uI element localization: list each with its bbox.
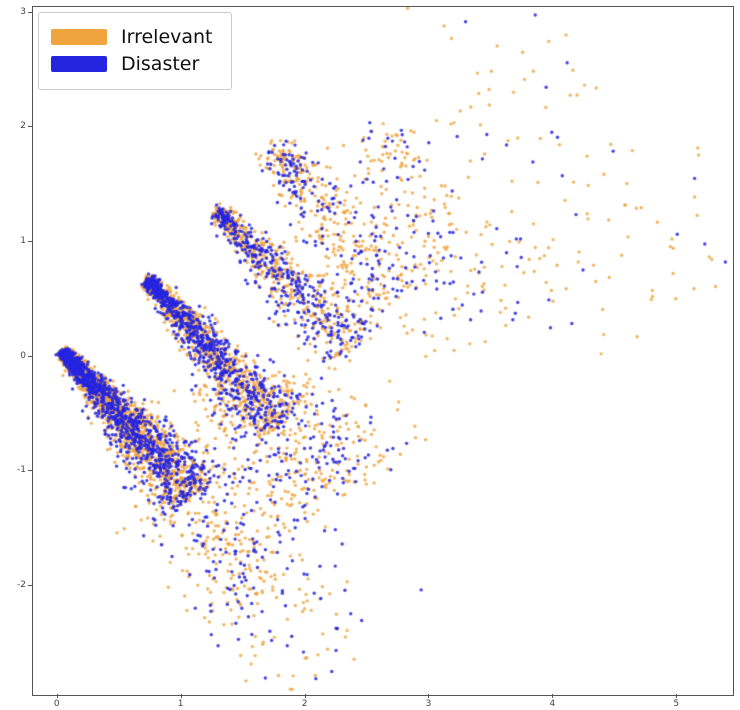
x-tick-label: 5	[673, 699, 680, 709]
y-tick-mark	[28, 355, 32, 357]
y-tick-mark	[28, 11, 32, 13]
legend: Irrelevant Disaster	[38, 12, 232, 90]
legend-swatch-disaster	[51, 56, 107, 73]
legend-item-irrelevant: Irrelevant	[51, 26, 213, 49]
x-tick-label: 1	[177, 699, 184, 709]
x-tick-label: 2	[301, 699, 308, 709]
x-tick-label: 0	[53, 699, 60, 709]
y-tick-label: 3	[20, 6, 26, 17]
legend-label-disaster: Disaster	[121, 52, 200, 75]
x-tick-mark	[304, 694, 306, 698]
y-tick-mark	[28, 126, 32, 128]
x-tick-label: 3	[425, 699, 432, 709]
legend-swatch-irrelevant	[51, 29, 107, 46]
x-tick-mark	[428, 694, 430, 698]
y-tick-mark	[28, 241, 32, 243]
x-tick-mark	[180, 694, 182, 698]
legend-label-irrelevant: Irrelevant	[121, 26, 213, 48]
scatter-canvas	[33, 7, 733, 695]
y-tick-mark	[28, 585, 32, 587]
legend-item-disaster: Disaster	[51, 53, 213, 76]
y-tick-label: -2	[17, 580, 26, 591]
y-tick-label: 2	[20, 121, 26, 132]
x-tick-mark	[552, 694, 554, 698]
y-tick-label: 1	[20, 236, 26, 247]
plot-area: Irrelevant Disaster	[32, 6, 734, 696]
y-tick-label: 0	[20, 350, 26, 361]
x-tick-label: 4	[549, 699, 556, 709]
x-tick-mark	[676, 694, 678, 698]
y-tick-mark	[28, 470, 32, 472]
x-tick-mark	[56, 694, 58, 698]
y-tick-label: -1	[17, 465, 26, 476]
